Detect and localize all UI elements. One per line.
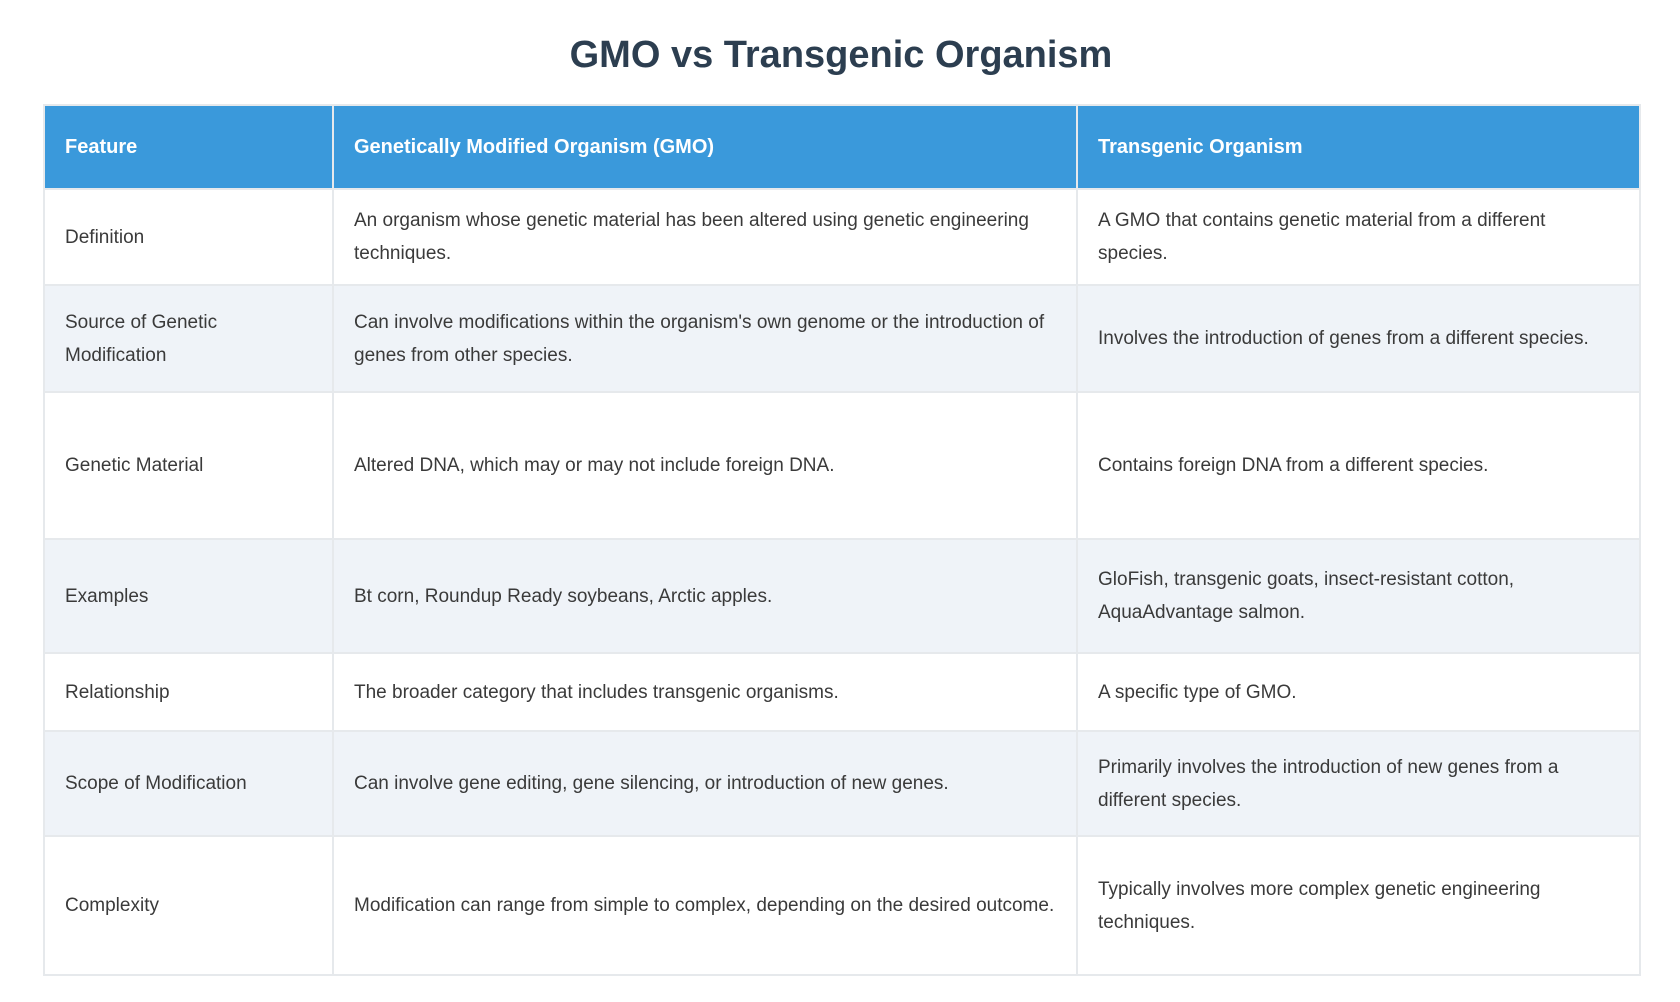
gmo-cell: The broader category that includes trans… [332, 652, 1078, 732]
table-row-source-of-genetic-modification: Source of Genetic Modification Can invol… [43, 284, 1641, 393]
transgenic-cell: Contains foreign DNA from a different sp… [1076, 391, 1641, 540]
feature-cell: Complexity [43, 835, 334, 976]
column-header-gmo: Genetically Modified Organism (GMO) [332, 104, 1078, 190]
table-row-examples: Examples Bt corn, Roundup Ready soybeans… [43, 538, 1641, 654]
gmo-cell: An organism whose genetic material has b… [332, 188, 1078, 286]
feature-cell: Relationship [43, 652, 334, 732]
page-title: GMO vs Transgenic Organism [569, 34, 1113, 76]
transgenic-cell: A specific type of GMO. [1076, 652, 1641, 732]
table-row-relationship: Relationship The broader category that i… [43, 652, 1641, 732]
transgenic-cell: GloFish, transgenic goats, insect-resist… [1076, 538, 1641, 654]
table-row-genetic-material: Genetic Material Altered DNA, which may … [43, 391, 1641, 540]
header-row: Feature Genetically Modified Organism (G… [43, 104, 1641, 190]
transgenic-cell: Typically involves more complex genetic … [1076, 835, 1641, 976]
feature-cell: Source of Genetic Modification [43, 284, 334, 393]
page: GMO vs Transgenic Organism Feature Genet… [43, 34, 1641, 976]
column-header-transgenic: Transgenic Organism [1076, 104, 1641, 190]
gmo-cell: Altered DNA, which may or may not includ… [332, 391, 1078, 540]
table-row-scope-of-modification: Scope of Modification Can involve gene e… [43, 730, 1641, 837]
gmo-cell: Bt corn, Roundup Ready soybeans, Arctic … [332, 538, 1078, 654]
gmo-cell: Modification can range from simple to co… [332, 835, 1078, 976]
table-row-complexity: Complexity Modification can range from s… [43, 835, 1641, 976]
feature-cell: Genetic Material [43, 391, 334, 540]
transgenic-cell: A GMO that contains genetic material fro… [1076, 188, 1641, 286]
gmo-cell: Can involve gene editing, gene silencing… [332, 730, 1078, 837]
column-header-feature: Feature [43, 104, 334, 190]
feature-cell: Scope of Modification [43, 730, 334, 837]
gmo-cell: Can involve modifications within the org… [332, 284, 1078, 393]
comparison-table: Feature Genetically Modified Organism (G… [43, 104, 1641, 976]
transgenic-cell: Primarily involves the introduction of n… [1076, 730, 1641, 837]
transgenic-cell: Involves the introduction of genes from … [1076, 284, 1641, 393]
feature-cell: Examples [43, 538, 334, 654]
table-row-definition: Definition An organism whose genetic mat… [43, 188, 1641, 286]
feature-cell: Definition [43, 188, 334, 286]
